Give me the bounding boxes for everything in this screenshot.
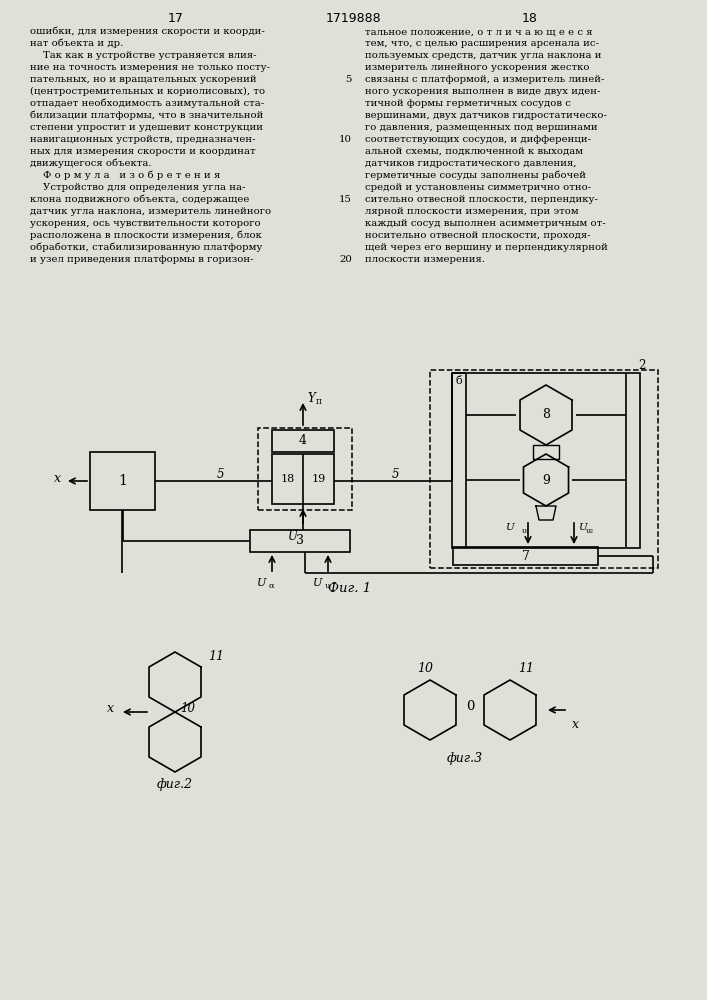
- Text: степени упростит и удешевит конструкции: степени упростит и удешевит конструкции: [30, 123, 263, 132]
- Text: щей через его вершину и перпендикулярной: щей через его вершину и перпендикулярной: [365, 243, 608, 252]
- Text: и узел приведения платформы в горизон-: и узел приведения платформы в горизон-: [30, 255, 254, 264]
- Text: U: U: [257, 578, 267, 588]
- Text: ошибки, для измерения скорости и коорди-: ошибки, для измерения скорости и коорди-: [30, 27, 264, 36]
- Text: расположена в плоскости измерения, блок: расположена в плоскости измерения, блок: [30, 231, 262, 240]
- Text: 18: 18: [281, 474, 295, 484]
- Text: плоскости измерения.: плоскости измерения.: [365, 255, 485, 264]
- Text: каждый сосуд выполнен асимметричным от-: каждый сосуд выполнен асимметричным от-: [365, 219, 606, 228]
- Text: 15: 15: [339, 195, 352, 204]
- Bar: [272, 454, 334, 504]
- Text: 1719888: 1719888: [325, 12, 381, 25]
- Text: 19: 19: [311, 474, 326, 484]
- Text: движущегося объекта.: движущегося объекта.: [30, 159, 151, 168]
- Text: вершинами, двух датчиков гидростатическо-: вершинами, двух датчиков гидростатическо…: [365, 111, 607, 120]
- Text: 1: 1: [118, 474, 127, 488]
- Bar: [272, 430, 334, 452]
- Text: датчиков гидростатического давления,: датчиков гидростатического давления,: [365, 159, 576, 168]
- Text: 11: 11: [208, 650, 224, 664]
- Text: связаны с платформой, а измеритель линей-: связаны с платформой, а измеритель линей…: [365, 75, 604, 84]
- Text: ускорения, ось чувствительности которого: ускорения, ось чувствительности которого: [30, 219, 261, 228]
- Text: ного ускорения выполнен в виде двух иден-: ного ускорения выполнен в виде двух иден…: [365, 87, 600, 96]
- Text: 8: 8: [542, 408, 550, 422]
- Text: фиг.2: фиг.2: [157, 778, 193, 791]
- Text: пательных, но и вращательных ускорений: пательных, но и вращательных ускорений: [30, 75, 257, 84]
- Text: α: α: [268, 582, 274, 590]
- Text: x: x: [107, 702, 114, 716]
- Text: б: б: [455, 376, 462, 386]
- Text: датчик угла наклона, измеритель линейного: датчик угла наклона, измеритель линейног…: [30, 207, 271, 216]
- Text: 2: 2: [638, 359, 645, 372]
- Text: 5: 5: [216, 468, 223, 481]
- Text: фиг.3: фиг.3: [447, 752, 483, 765]
- Bar: [90, 452, 155, 510]
- Text: п: п: [316, 396, 322, 406]
- Text: сительно отвесной плоскости, перпендику-: сительно отвесной плоскости, перпендику-: [365, 195, 598, 204]
- Text: 5: 5: [346, 75, 352, 84]
- Text: нат объекта и др.: нат объекта и др.: [30, 39, 124, 48]
- Text: υ: υ: [586, 527, 590, 535]
- Text: ных для измерения скорости и координат: ных для измерения скорости и координат: [30, 147, 256, 156]
- Text: пользуемых средств, датчик угла наклона и: пользуемых средств, датчик угла наклона …: [365, 51, 602, 60]
- Text: (центростремительных и кориолисовых), то: (центростремительных и кориолисовых), то: [30, 87, 265, 96]
- Text: U: U: [288, 530, 298, 543]
- Text: Устройство для определения угла на-: Устройство для определения угла на-: [30, 183, 245, 192]
- Text: U: U: [313, 578, 322, 588]
- Text: тичной формы герметичных сосудов с: тичной формы герметичных сосудов с: [365, 99, 571, 108]
- Bar: [452, 373, 640, 548]
- Text: 4: 4: [299, 434, 307, 448]
- Text: 11: 11: [518, 662, 534, 675]
- Text: герметичные сосуды заполнены рабочей: герметичные сосуды заполнены рабочей: [365, 171, 586, 180]
- Text: x: x: [572, 718, 579, 731]
- Text: соответствующих сосудов, и дифференци-: соответствующих сосудов, и дифференци-: [365, 135, 591, 144]
- Text: средой и установлены симметрично отно-: средой и установлены симметрично отно-: [365, 183, 591, 192]
- Text: x: x: [54, 473, 61, 486]
- Text: 10: 10: [339, 135, 352, 144]
- Text: Так как в устройстве устраняется влия-: Так как в устройстве устраняется влия-: [30, 51, 257, 60]
- Text: 0: 0: [466, 700, 474, 712]
- Text: 20: 20: [339, 255, 352, 264]
- Bar: [258, 428, 352, 510]
- Text: альной схемы, подключенной к выходам: альной схемы, подключенной к выходам: [365, 147, 583, 156]
- Text: Фиг. 1: Фиг. 1: [329, 582, 372, 595]
- Text: 5: 5: [391, 468, 399, 481]
- Text: тальное положение, о т л и ч а ю щ е е с я: тальное положение, о т л и ч а ю щ е е с…: [365, 27, 592, 36]
- Text: 3: 3: [296, 534, 304, 548]
- Text: отпадает необходимость азимутальной ста-: отпадает необходимость азимутальной ста-: [30, 99, 264, 108]
- Text: Y: Y: [307, 391, 315, 404]
- Text: измеритель линейного ускорения жестко: измеритель линейного ускорения жестко: [365, 63, 590, 72]
- Text: носительно отвесной плоскости, проходя-: носительно отвесной плоскости, проходя-: [365, 231, 590, 240]
- Text: 7: 7: [522, 550, 530, 562]
- Text: 9: 9: [542, 474, 550, 487]
- Text: ₁: ₁: [526, 527, 529, 535]
- Text: лярной плоскости измерения, при этом: лярной плоскости измерения, при этом: [365, 207, 578, 216]
- Text: навигационных устройств, предназначен-: навигационных устройств, предназначен-: [30, 135, 255, 144]
- Text: U: U: [578, 523, 587, 532]
- Text: обработки, стабилизированную платформу: обработки, стабилизированную платформу: [30, 243, 262, 252]
- Text: υ: υ: [325, 582, 329, 590]
- Text: билизации платформы, что в значительной: билизации платформы, что в значительной: [30, 111, 264, 120]
- Text: 10: 10: [417, 662, 433, 675]
- Text: 17: 17: [168, 12, 184, 25]
- Text: ние на точность измерения не только посту-: ние на точность измерения не только пост…: [30, 63, 270, 72]
- Bar: [453, 547, 598, 565]
- Text: 10: 10: [180, 702, 195, 716]
- Text: Ф о р м у л а   и з о б р е т е н и я: Ф о р м у л а и з о б р е т е н и я: [30, 171, 221, 180]
- Bar: [430, 370, 658, 568]
- Text: го давления, размещенных под вершинами: го давления, размещенных под вершинами: [365, 123, 597, 132]
- Bar: [250, 530, 350, 552]
- Text: клона подвижного объекта, содержащее: клона подвижного объекта, содержащее: [30, 195, 250, 205]
- Text: тем, что, с целью расширения арсенала ис-: тем, что, с целью расширения арсенала ис…: [365, 39, 599, 48]
- Bar: [533, 445, 559, 459]
- Text: U: U: [506, 523, 514, 532]
- Text: 18: 18: [522, 12, 538, 25]
- Text: ₂: ₂: [590, 527, 593, 535]
- Text: υ: υ: [522, 527, 527, 535]
